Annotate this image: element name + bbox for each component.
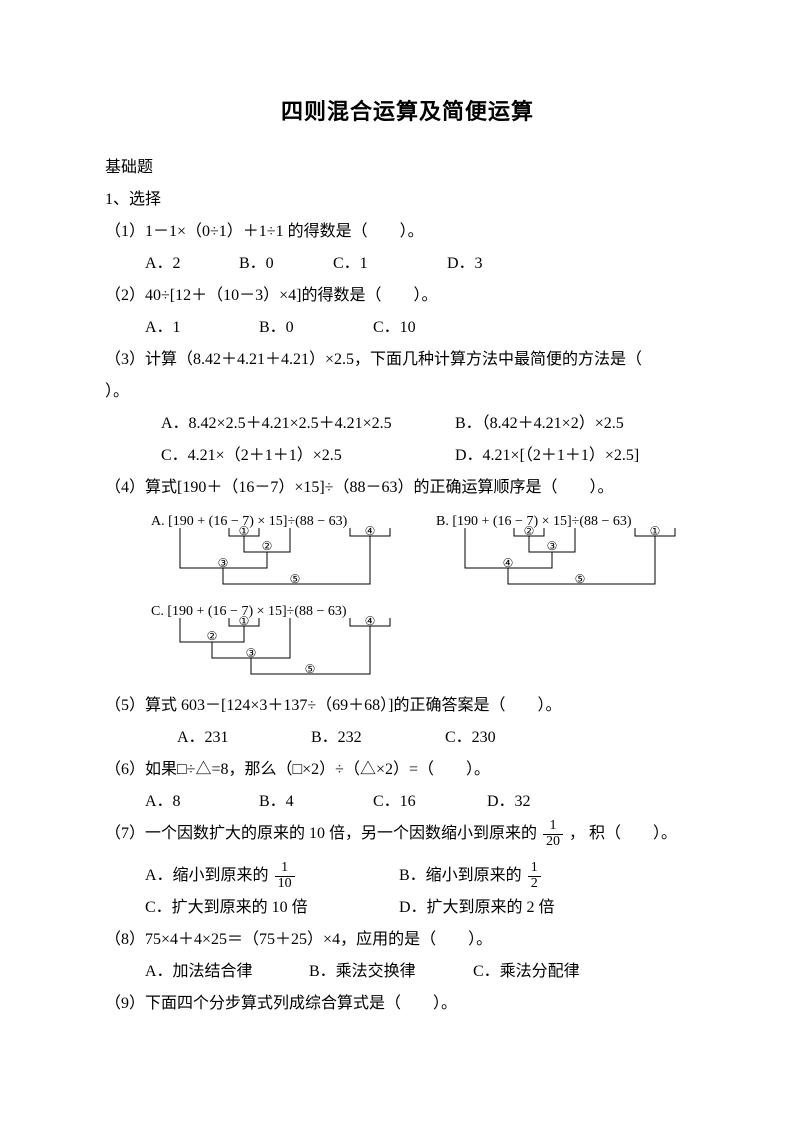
q4-svg-b: ② ① ③ ④ ⑤ — [430, 526, 685, 596]
q4-tree-b: B. [190 + (16 − 7) × 15]÷(88 − 63) ② ① ③… — [430, 508, 685, 596]
q7-frac1: 1 20 — [543, 819, 563, 849]
q1-opt-d: D．3 — [447, 248, 537, 280]
q6-text: （6）如果□÷△=8，那么（□×2）÷（△×2）=（ ）。 — [105, 754, 710, 786]
lbl: ④ — [365, 616, 376, 628]
q7-opt-d: D．扩大到原来的 2 倍 — [399, 892, 555, 924]
q4-cap-a: A. [190 + (16 − 7) × 15]÷(88 − 63) — [145, 508, 400, 526]
q4-svg-a: ① ④ ② ③ ⑤ — [145, 526, 400, 596]
q5-opt-c: C．230 — [445, 722, 575, 754]
q1-opt-c: C．1 — [333, 248, 443, 280]
q4-diagrams: A. [190 + (16 − 7) × 15]÷(88 − 63) — [105, 508, 710, 686]
q4-svg-c: ① ④ ② ③ ⑤ — [145, 616, 400, 686]
worksheet-page: 四则混合运算及简便运算 基础题 1、选择 （1）1－1×（0÷1）＋1÷1 的得… — [0, 0, 800, 1060]
q5-opt-a: A．231 — [177, 722, 307, 754]
q8-opt-a: A．加法结合律 — [145, 956, 305, 988]
q3-lead: （3）计算（8.42＋4.21＋4.21）×2.5，下面几种计算方法中最简便的方… — [105, 344, 710, 376]
q4-cap-c: C. [190 + (16 − 7) × 15]÷(88 − 63) — [145, 598, 710, 616]
q3-options-row2: C．4.21×（2＋1＋1）×2.5 D．4.21×[（2＋1＋1）×2.5] — [105, 440, 710, 472]
q7-opt-c: C．扩大到原来的 10 倍 — [145, 892, 395, 924]
q1-options: A．2 B．0 C．1 D．3 — [105, 248, 710, 280]
lbl: ⑤ — [575, 572, 586, 586]
q2-text: （2）40÷[12＋（10－3）×4]的得数是（ ）。 — [105, 280, 710, 312]
lbl: ② — [524, 526, 535, 538]
q8-text: （8）75×4＋4×25＝（75＋25）×4，应用的是（ ）。 — [105, 924, 710, 956]
q7-frac1-den: 20 — [543, 835, 563, 850]
page-title: 四则混合运算及简便运算 — [105, 90, 710, 134]
q7-a-pre: A．缩小到原来的 — [145, 860, 269, 892]
lbl: ④ — [503, 556, 514, 570]
q8-options: A．加法结合律 B．乘法交换律 C．乘法分配律 — [105, 956, 710, 988]
q4-cap-b: B. [190 + (16 − 7) × 15]÷(88 − 63) — [430, 508, 685, 526]
lbl: ① — [239, 616, 250, 628]
q3-opt-d: D．4.21×[（2＋1＋1）×2.5] — [455, 440, 639, 472]
q6-opt-b: B．4 — [259, 786, 369, 818]
q7-post: ， 积（ ）。 — [569, 825, 677, 842]
q4-text: （4）算式[190＋（16－7）×15]÷（88－63）的正确运算顺序是（ ）。 — [105, 472, 710, 504]
q4-tree-c: C. [190 + (16 − 7) × 15]÷(88 − 63) ① ④ ②… — [145, 598, 710, 686]
lbl: ⑤ — [290, 572, 301, 586]
q3-opt-c: C．4.21×（2＋1＋1）×2.5 — [161, 440, 451, 472]
q2-opt-a: A．1 — [145, 312, 255, 344]
section-label: 基础题 — [105, 152, 710, 184]
q5-text: （5）算式 603－[124×3＋137÷（69＋68）]的正确答案是（ ）。 — [105, 690, 710, 722]
lbl: ③ — [246, 646, 257, 660]
q7-a-num: 1 — [275, 861, 295, 877]
lbl: ④ — [365, 526, 376, 538]
q7-b-pre: B．缩小到原来的 — [399, 860, 522, 892]
q7-pre: （7）一个因数扩大的原来的 10 倍，另一个因数缩小到原来的 — [105, 825, 537, 842]
q7-text: （7）一个因数扩大的原来的 10 倍，另一个因数缩小到原来的 1 20 ， 积（… — [105, 818, 710, 850]
q8-opt-c: C．乘法分配律 — [473, 956, 580, 988]
q1-text: （1）1－1×（0÷1）＋1÷1 的得数是（ ）。 — [105, 216, 710, 248]
q2-options: A．1 B．0 C．10 — [105, 312, 710, 344]
lbl: ③ — [547, 539, 558, 553]
q9-text: （9）下面四个分步算式列成综合算式是（ ）。 — [105, 988, 710, 1020]
q6-opt-c: C．16 — [373, 786, 483, 818]
q7-options-row1: A．缩小到原来的 1 10 B．缩小到原来的 1 2 — [105, 860, 710, 892]
q3-options-row1: A．8.42×2.5＋4.21×2.5＋4.21×2.5 B．（8.42＋4.2… — [105, 408, 710, 440]
q5-options: A．231 B．232 C．230 — [105, 722, 710, 754]
lbl: ① — [239, 526, 250, 538]
lbl: ② — [207, 629, 218, 643]
q7-options-row2: C．扩大到原来的 10 倍 D．扩大到原来的 2 倍 — [105, 892, 710, 924]
q1-opt-a: A．2 — [145, 248, 235, 280]
lbl: ③ — [218, 556, 229, 570]
q7-b-frac: 1 2 — [528, 861, 541, 891]
q8-opt-b: B．乘法交换律 — [309, 956, 469, 988]
question-group-head: 1、选择 — [105, 184, 710, 216]
q7-opt-a: A．缩小到原来的 1 10 — [145, 860, 395, 892]
q6-opt-d: D．32 — [487, 786, 577, 818]
lbl: ⑤ — [305, 662, 316, 676]
q2-opt-c: C．10 — [373, 312, 483, 344]
q1-opt-b: B．0 — [239, 248, 329, 280]
q5-opt-b: B．232 — [311, 722, 441, 754]
q4-tree-a: A. [190 + (16 − 7) × 15]÷(88 − 63) — [145, 508, 400, 596]
lbl: ① — [650, 526, 661, 538]
q7-a-frac: 1 10 — [275, 861, 295, 891]
q7-opt-b: B．缩小到原来的 1 2 — [399, 860, 543, 892]
lbl: ② — [262, 539, 273, 553]
q6-options: A．8 B．4 C．16 D．32 — [105, 786, 710, 818]
q7-b-den: 2 — [528, 877, 541, 892]
q3-tail: ）。 — [105, 376, 710, 408]
q6-opt-a: A．8 — [145, 786, 255, 818]
q3-opt-a: A．8.42×2.5＋4.21×2.5＋4.21×2.5 — [161, 408, 451, 440]
q2-opt-b: B．0 — [259, 312, 369, 344]
q7-a-den: 10 — [275, 877, 295, 892]
q3-opt-b: B．（8.42＋4.21×2）×2.5 — [455, 408, 624, 440]
q7-b-num: 1 — [528, 861, 541, 877]
q7-frac1-num: 1 — [543, 819, 563, 835]
